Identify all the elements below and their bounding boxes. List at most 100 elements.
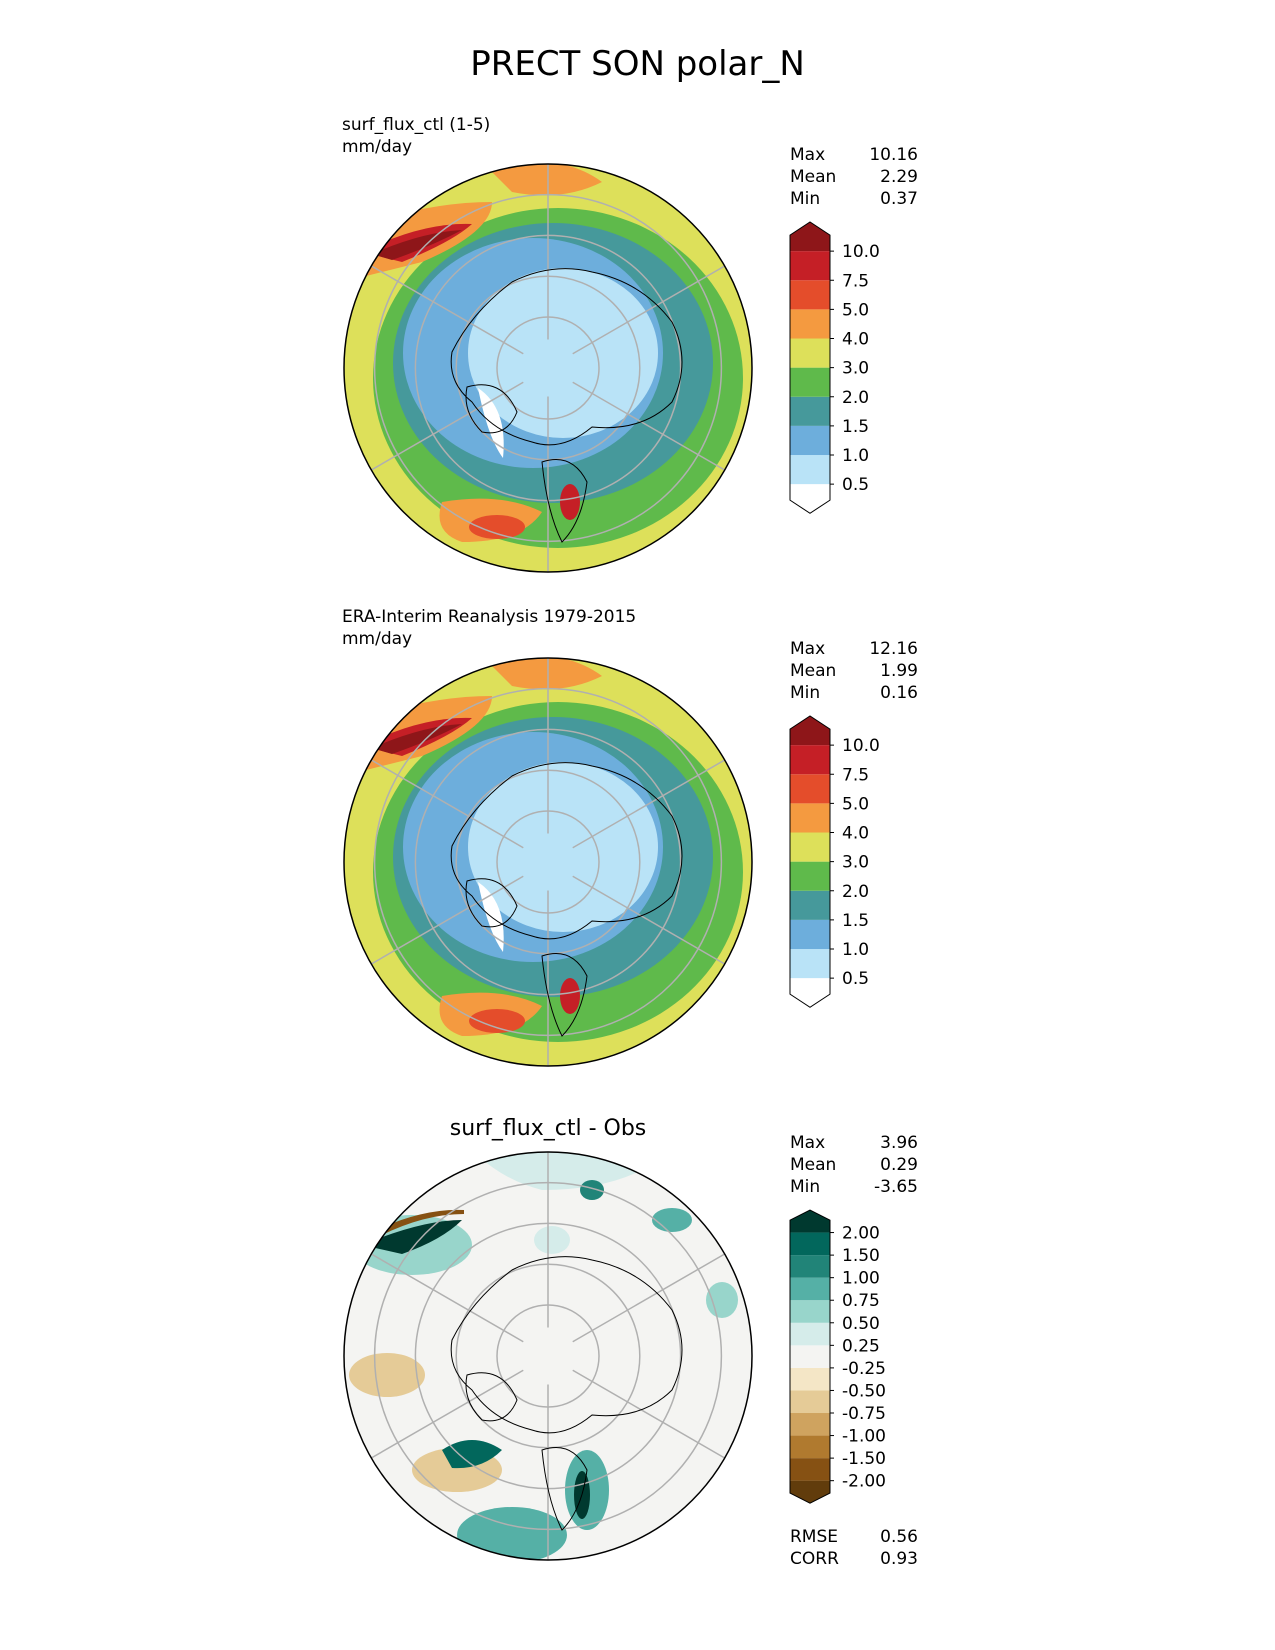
stat-min-label: Min: [790, 189, 821, 209]
meridian-gridline: [572, 875, 726, 965]
meridian-gridline: [572, 1369, 726, 1459]
field-storm-max: [372, 230, 462, 260]
panel3-title: surf_flux_ctl - Obs: [449, 1116, 647, 1141]
field-warm: [482, 658, 602, 690]
meridian-gridline: [572, 381, 726, 471]
cbar1-bin: [790, 803, 830, 833]
cbar1-bin: [790, 919, 830, 950]
cbar1-bin: [790, 978, 830, 1008]
cbar0-tick-label: 0.5: [842, 475, 869, 495]
panel1-title: surf_flux_ctl (1-5): [342, 115, 491, 135]
panel2-title: ERA-Interim Reanalysis 1979-2015: [342, 607, 637, 627]
cbar1-tick-label: 2.0: [842, 882, 869, 902]
panel3-stats: Max 3.96 Mean 0.29 Min -3.65: [790, 1132, 918, 1198]
field-wet: [472, 1152, 642, 1190]
cbar2-tick-label: -0.75: [842, 1404, 886, 1424]
field-norway: [560, 978, 580, 1014]
coastline: [450, 762, 683, 940]
stat-min-label: Min: [790, 683, 821, 703]
field-arctic: [468, 268, 658, 438]
panel2-stats: Max 12.16 Mean 1.99 Min 0.16: [790, 638, 918, 704]
cbar0-tick-label: 3.0: [842, 359, 869, 379]
stat-min-value: 0.37: [880, 189, 918, 209]
stat-mean-label: Mean: [790, 661, 837, 681]
field-storm-max: [372, 724, 462, 754]
stat-max-label: Max: [790, 639, 826, 659]
cbar2-bin: [790, 1413, 830, 1436]
cbar1-bin: [790, 861, 830, 891]
cbar0-tick-label: 7.5: [842, 271, 869, 291]
cbar0-tick-label: 5.0: [842, 300, 869, 320]
coastline-greenland: [465, 1372, 518, 1422]
map-boundary: [343, 1151, 753, 1561]
stat-max-label: Max: [790, 1133, 826, 1153]
cbar2-tick-label: 0.25: [842, 1336, 880, 1356]
stat-min-value: 0.16: [880, 683, 918, 703]
cbar1-tick-label: 1.0: [842, 940, 869, 960]
cbar2-bin: [790, 1277, 830, 1301]
cbar1-tick-label: 1.5: [842, 911, 869, 931]
panel2-polar-map: [343, 657, 753, 1067]
figure-title: PRECT SON polar_N: [470, 44, 805, 84]
panel3-metrics: RMSE 0.56 CORR 0.93: [790, 1526, 918, 1570]
cbar2-bin: [790, 1322, 830, 1346]
stat-mean-value: 0.29: [880, 1155, 918, 1175]
coastline-scandinavia: [541, 953, 588, 1037]
cbar1-tick-label: 7.5: [842, 765, 869, 785]
cbar2-bin: [790, 1345, 830, 1368]
cbar1-bin: [790, 745, 830, 775]
cbar2-tick-label: 2.00: [842, 1224, 880, 1244]
map-boundary: [343, 163, 753, 573]
stat-mean-value: 2.29: [880, 167, 918, 187]
field-wet-spot: [652, 1208, 692, 1232]
cbar2-bin: [790, 1255, 830, 1278]
panel2-colorbar: 0.5 1.0 1.5 2.0 3.0 4.0 5.0 7.5 10.0: [789, 715, 880, 1008]
cbar0-bin: [790, 484, 830, 514]
cbar1-tick-label: 3.0: [842, 853, 869, 873]
cbar2-tick-label: 1.00: [842, 1269, 880, 1289]
coastline: [450, 268, 683, 446]
corr-value: 0.93: [880, 1549, 918, 1569]
cbar2-bin: [790, 1210, 830, 1233]
stat-mean-label: Mean: [790, 167, 837, 187]
meridian-gridline: [572, 1253, 726, 1343]
cbar2-bin: [790, 1390, 830, 1414]
cbar0-bin: [790, 309, 830, 339]
cbar2-tick-label: 0.50: [842, 1314, 880, 1334]
coastline-greenland: [465, 384, 518, 434]
rmse-label: RMSE: [790, 1527, 839, 1547]
stat-max-value: 10.16: [869, 145, 918, 165]
corr-label: CORR: [790, 1549, 839, 1569]
panel1-colorbar: 0.5 1.0 1.5 2.0 3.0 4.0 5.0 7.5 10.0: [789, 221, 880, 514]
meridian-gridline: [572, 759, 726, 849]
meridian-gridline: [370, 759, 524, 849]
cbar1-bin: [790, 890, 830, 920]
cbar2-bin: [790, 1367, 830, 1391]
coastline-greenland: [465, 878, 518, 928]
cbar2-tick-label: -0.50: [842, 1381, 886, 1401]
cbar1-tick-label: 10.0: [842, 736, 880, 756]
cbar2-tick-label: -0.25: [842, 1359, 886, 1379]
field-norway: [560, 484, 580, 520]
cbar2-tick-label: -1.00: [842, 1427, 886, 1447]
cbar1-tick-label: 4.0: [842, 824, 869, 844]
cbar2-tick-label: 0.75: [842, 1291, 880, 1311]
cbar0-tick-label: 10.0: [842, 242, 880, 262]
field-wet-spot: [706, 1282, 738, 1318]
field-dry-bias: [349, 1353, 425, 1397]
field-wet-atlantic: [457, 1507, 567, 1560]
cbar0-bin: [790, 222, 830, 252]
stat-min-value: -3.65: [874, 1177, 918, 1197]
meridian-gridline: [370, 381, 524, 471]
cbar0-bin: [790, 280, 830, 310]
panel1-polar-map: [343, 163, 753, 573]
cbar0-bin: [790, 425, 830, 456]
cbar2-tick-label: -1.50: [842, 1449, 886, 1469]
panel1-units: mm/day: [342, 137, 413, 157]
cbar2-bin: [790, 1480, 830, 1504]
cbar0-bin: [790, 367, 830, 397]
cbar1-tick-label: 5.0: [842, 794, 869, 814]
meridian-gridline: [370, 265, 524, 355]
panel3-colorbar: -2.00 -1.50-1.00 -0.75 -0.50-0.25 0.250.50 0.…: [789, 1209, 886, 1504]
map-boundary: [343, 657, 753, 1067]
